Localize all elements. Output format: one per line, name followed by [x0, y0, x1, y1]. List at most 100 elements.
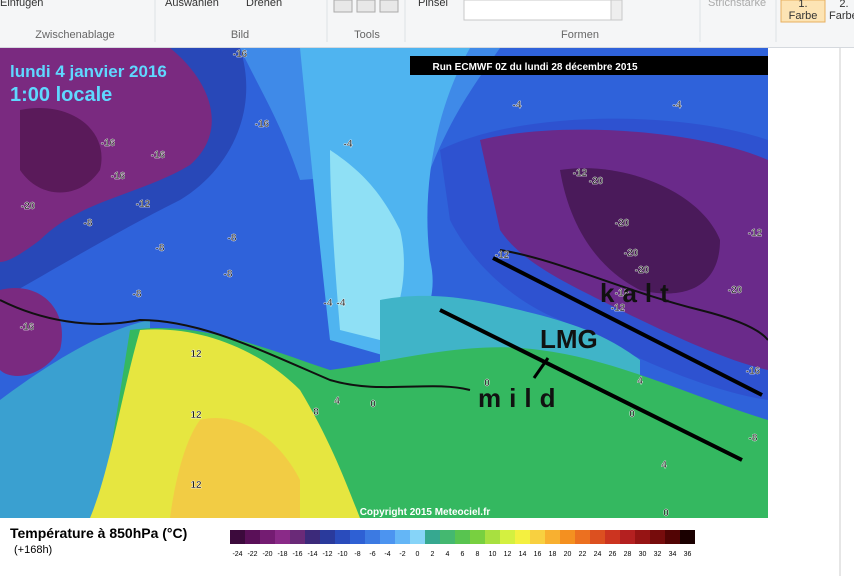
contour-label: -16: [615, 288, 630, 299]
ribbon-item[interactable]: Einfügen: [0, 0, 43, 9]
scale-label: 12: [504, 551, 512, 558]
contour-label: -16: [233, 49, 248, 60]
color-swatch: [620, 530, 635, 544]
contour-label: -16: [255, 119, 270, 130]
scale-label: -6: [369, 551, 375, 558]
color-swatch: [485, 530, 500, 544]
run-banner: [410, 56, 768, 75]
scale-label: 28: [624, 551, 632, 558]
scale-label: 20: [564, 551, 572, 558]
ribbon: [0, 0, 854, 48]
contour-label: -20: [728, 285, 743, 296]
annotation: LMG: [540, 324, 598, 354]
contour-label: -4: [324, 298, 333, 309]
color-swatch: [650, 530, 665, 544]
scale-label: -8: [354, 551, 360, 558]
legend-lead: (+168h): [14, 544, 52, 556]
contour-label: -8: [224, 269, 233, 280]
color-swatch: [425, 530, 440, 544]
magnifier-tool[interactable]: [379, 0, 399, 13]
color-swatch: [410, 530, 425, 544]
eraser-tool[interactable]: [333, 0, 353, 13]
scale-label: 8: [476, 551, 480, 558]
scale-label: -12: [322, 551, 332, 558]
scale-label: 2: [431, 551, 435, 558]
color-swatch: [275, 530, 290, 544]
scale-label: -2: [399, 551, 405, 558]
scale-label: -18: [277, 551, 287, 558]
color-swatch: [470, 530, 485, 544]
contour-label: -8: [228, 233, 237, 244]
group-label: Bild: [231, 29, 249, 41]
annotation-line: [532, 357, 550, 379]
color-swatch: [290, 530, 305, 544]
contour-label: -12: [573, 168, 588, 179]
color-swatch: [230, 530, 245, 544]
color-swatch: [380, 530, 395, 544]
contour-label: 12: [190, 349, 202, 360]
contour-label: 0: [663, 508, 669, 519]
ribbon-item[interactable]: Auswählen: [165, 0, 219, 9]
scale-label: -10: [337, 551, 347, 558]
scale-label: 32: [654, 551, 662, 558]
group-label: Zwischenablage: [35, 29, 115, 41]
contour-label: -20: [615, 218, 630, 229]
contour-label: -4: [337, 298, 346, 309]
shapes-gallery[interactable]: [463, 0, 613, 21]
color-swatch: [365, 530, 380, 544]
scale-label: 4: [446, 551, 450, 558]
contour-label: -20: [635, 265, 650, 276]
contour-label: -4: [513, 100, 522, 111]
scale-label: 30: [639, 551, 647, 558]
scale-label: 26: [609, 551, 617, 558]
color-swatch: [440, 530, 455, 544]
group-label: Tools: [354, 29, 380, 41]
color-swatch: [320, 530, 335, 544]
scale-label: 10: [489, 551, 497, 558]
scale-label: 36: [684, 551, 692, 558]
picker-tool[interactable]: [356, 0, 376, 13]
contour-label: -12: [611, 303, 626, 314]
color-swatch: [305, 530, 320, 544]
ribbon-item[interactable]: Drehen: [246, 0, 282, 9]
copyright: Copyright 2015 Meteociel.fr: [360, 507, 491, 518]
color1-button[interactable]: [780, 0, 826, 23]
contour-label: -20: [589, 176, 604, 187]
color-swatch: [350, 530, 365, 544]
scale-label: 18: [549, 551, 557, 558]
contour-label: -20: [624, 248, 639, 259]
contour-label: -16: [101, 138, 116, 149]
contour-label: 0: [484, 378, 490, 389]
ribbon-item[interactable]: Strichstärke: [708, 0, 766, 9]
group-label: Formen: [561, 29, 599, 41]
run-text: Run ECMWF 0Z du lundi 28 décembre 2015: [432, 62, 637, 73]
shapes-scroll[interactable]: [610, 0, 623, 21]
legend-title: Température à 850hPa (°C): [10, 525, 187, 541]
color-swatch: [335, 530, 350, 544]
contour-label: 0: [370, 399, 376, 410]
ribbon-item[interactable]: Pinsel: [418, 0, 448, 9]
color2-label: Farbe: [829, 10, 854, 22]
contour-label: -16: [20, 322, 35, 333]
scale-label: -22: [247, 551, 257, 558]
weather-map: lundi 4 janvier 2016 1:00 locale Run ECMWF…: [0, 48, 768, 519]
contour-label: 4: [661, 460, 667, 471]
scale-label: 34: [669, 551, 677, 558]
scale-label: 6: [461, 551, 465, 558]
scale-label: 14: [519, 551, 527, 558]
color-swatch: [590, 530, 605, 544]
contour-label: -8: [84, 218, 93, 229]
contour-label: -12: [748, 228, 763, 239]
color-swatch: [395, 530, 410, 544]
contour-label: 0: [629, 409, 635, 420]
scale-label: -4: [384, 551, 390, 558]
color-swatch: [680, 530, 695, 544]
scale-label: 0: [416, 551, 420, 558]
contour-label: -20: [21, 201, 36, 212]
color1-label: Farbe: [789, 10, 818, 22]
scale-label: 16: [534, 551, 542, 558]
contour-label: 12: [190, 410, 202, 421]
contour-label: 12: [190, 480, 202, 491]
scale-label: -16: [292, 551, 302, 558]
scale-label: -20: [262, 551, 272, 558]
